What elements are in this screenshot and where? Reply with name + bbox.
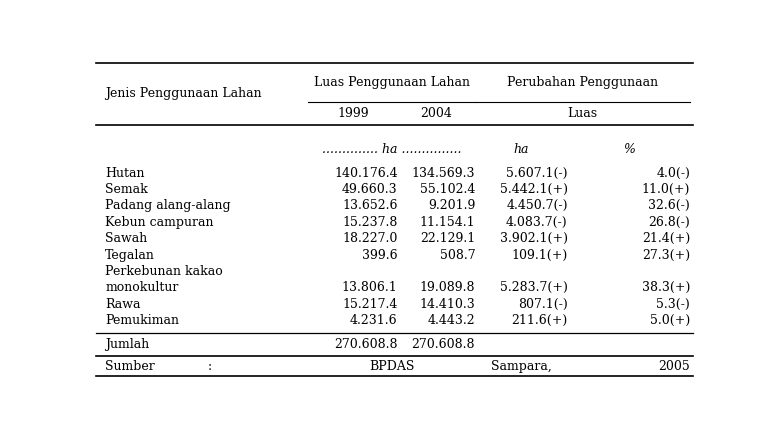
Text: 5.0(+): 5.0(+)	[650, 314, 690, 327]
Text: Hutan: Hutan	[105, 167, 145, 180]
Text: Jumlah: Jumlah	[105, 338, 149, 351]
Text: 4.443.2: 4.443.2	[427, 314, 475, 327]
Text: 15.217.4: 15.217.4	[342, 298, 397, 311]
Text: 140.176.4: 140.176.4	[334, 167, 397, 180]
Text: Sampara,: Sampara,	[491, 360, 552, 373]
Text: Luas: Luas	[567, 107, 598, 120]
Text: 5.442.1(+): 5.442.1(+)	[500, 183, 567, 196]
Text: 4.083.7(-): 4.083.7(-)	[506, 216, 567, 229]
Text: 55.102.4: 55.102.4	[420, 183, 475, 196]
Text: monokultur: monokultur	[105, 282, 179, 294]
Text: %: %	[623, 143, 634, 156]
Text: 270.608.8: 270.608.8	[412, 338, 475, 351]
Text: 807.1(-): 807.1(-)	[518, 298, 567, 311]
Text: 211.6(+): 211.6(+)	[511, 314, 567, 327]
Text: 15.237.8: 15.237.8	[342, 216, 397, 229]
Text: 399.6: 399.6	[362, 249, 397, 262]
Text: 4.0(-): 4.0(-)	[656, 167, 690, 180]
Text: Sawah: Sawah	[105, 232, 147, 245]
Text: 2005: 2005	[658, 360, 690, 373]
Text: 109.1(+): 109.1(+)	[511, 249, 567, 262]
Text: 9.201.9: 9.201.9	[428, 199, 475, 213]
Text: 270.608.8: 270.608.8	[334, 338, 397, 351]
Text: 3.902.1(+): 3.902.1(+)	[500, 232, 567, 245]
Text: 49.660.3: 49.660.3	[342, 183, 397, 196]
Text: 21.4(+): 21.4(+)	[641, 232, 690, 245]
Text: 13.806.1: 13.806.1	[342, 282, 397, 294]
Text: 5.3(-): 5.3(-)	[656, 298, 690, 311]
Text: 5.283.7(+): 5.283.7(+)	[500, 282, 567, 294]
Text: Perubahan Penggunaan: Perubahan Penggunaan	[507, 76, 658, 89]
Text: Tegalan: Tegalan	[105, 249, 155, 262]
Text: 11.0(+): 11.0(+)	[641, 183, 690, 196]
Text: 4.231.6: 4.231.6	[350, 314, 397, 327]
Text: 11.154.1: 11.154.1	[420, 216, 475, 229]
Text: 2004: 2004	[420, 107, 452, 120]
Text: Perkebunan kakao: Perkebunan kakao	[105, 265, 223, 278]
Text: 38.3(+): 38.3(+)	[641, 282, 690, 294]
Text: 508.7: 508.7	[440, 249, 475, 262]
Text: 18.227.0: 18.227.0	[342, 232, 397, 245]
Text: :: :	[208, 360, 212, 373]
Text: Jenis Penggunaan Lahan: Jenis Penggunaan Lahan	[105, 87, 262, 100]
Text: ha: ha	[514, 143, 529, 156]
Text: 4.450.7(-): 4.450.7(-)	[506, 199, 567, 213]
Text: 14.410.3: 14.410.3	[420, 298, 475, 311]
Text: 134.569.3: 134.569.3	[412, 167, 475, 180]
Text: 27.3(+): 27.3(+)	[642, 249, 690, 262]
Text: 19.089.8: 19.089.8	[420, 282, 475, 294]
Text: Luas Penggunaan Lahan: Luas Penggunaan Lahan	[313, 76, 470, 89]
Text: 26.8(-): 26.8(-)	[648, 216, 690, 229]
Text: .............. ha ...............: .............. ha ...............	[322, 143, 461, 156]
Text: 22.129.1: 22.129.1	[420, 232, 475, 245]
Text: Kebun campuran: Kebun campuran	[105, 216, 214, 229]
Text: 5.607.1(-): 5.607.1(-)	[506, 167, 567, 180]
Text: Pemukiman: Pemukiman	[105, 314, 179, 327]
Text: 13.652.6: 13.652.6	[342, 199, 397, 213]
Text: Semak: Semak	[105, 183, 148, 196]
Text: 1999: 1999	[337, 107, 369, 120]
Text: 32.6(-): 32.6(-)	[648, 199, 690, 213]
Text: Rawa: Rawa	[105, 298, 141, 311]
Text: Padang alang-alang: Padang alang-alang	[105, 199, 231, 213]
Text: BPDAS: BPDAS	[369, 360, 414, 373]
Text: Sumber: Sumber	[105, 360, 155, 373]
